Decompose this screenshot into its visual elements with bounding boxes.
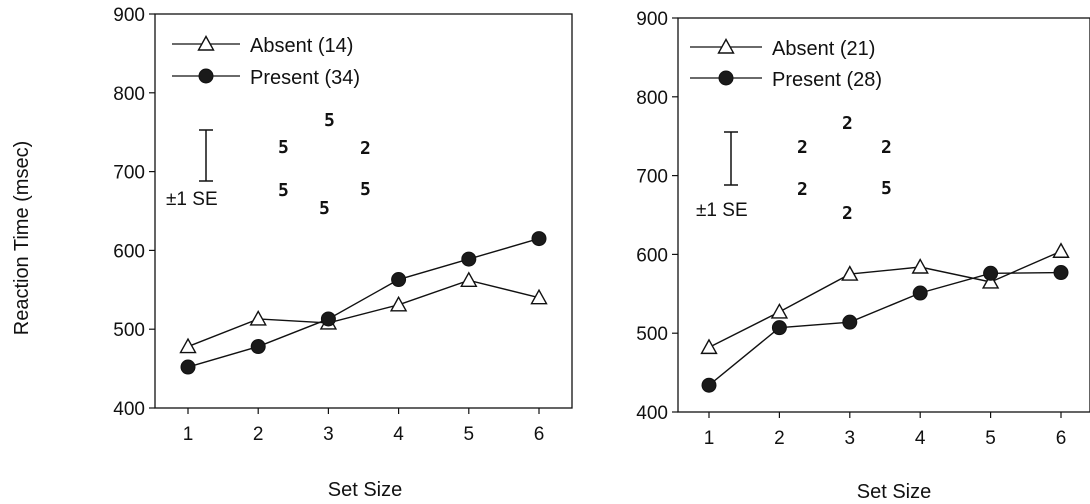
right-stimulus-glyph: 5 <box>881 178 892 199</box>
left-point-absent <box>389 295 408 312</box>
right-stimulus-glyph: 2 <box>797 137 808 158</box>
right-x-axis-title: Set Size <box>857 481 931 503</box>
left-point-present <box>461 251 477 267</box>
right-point-absent <box>841 265 859 281</box>
right-point-present <box>701 377 717 393</box>
right-legend-marker-present <box>718 70 734 86</box>
right-point-present <box>771 320 787 336</box>
left-se-label: ±1 SE <box>166 189 218 210</box>
left-x-tick-label: 5 <box>464 424 475 445</box>
left-stimulus-display: 5 5 5 2 5 5 <box>278 110 371 219</box>
left-legend-label-absent: Absent (14) <box>250 35 353 57</box>
left-point-absent <box>530 288 548 305</box>
right-y-tick-label: 400 <box>636 403 668 424</box>
right-y-tick-label: 800 <box>636 88 668 109</box>
left-series-line-present <box>187 237 540 368</box>
left-point-present <box>320 311 336 327</box>
right-legend-label-absent: Absent (21) <box>772 38 875 60</box>
right-series-line-absent <box>708 250 1062 349</box>
right-y-tick-label: 700 <box>636 167 668 188</box>
left-x-tick-label: 3 <box>323 424 334 445</box>
left-point-absent <box>179 337 197 354</box>
right-point-absent <box>911 258 929 274</box>
right-y-tick-label: 500 <box>636 324 668 345</box>
left-point-absent <box>460 271 478 288</box>
right-stimulus-glyph: 2 <box>797 179 808 200</box>
left-plot-frame <box>154 13 573 409</box>
right-x-tick-label: 4 <box>915 428 926 449</box>
right-x-tick-label: 3 <box>845 428 856 449</box>
right-stimulus-glyph: 2 <box>881 137 892 158</box>
left-x-tick-label: 4 <box>393 424 404 445</box>
right-se-label: ±1 SE <box>696 200 748 221</box>
left-point-present <box>180 359 196 375</box>
left-legend-label-present: Present (34) <box>250 67 360 89</box>
left-stimulus-glyph: 2 <box>360 138 371 159</box>
left-stimulus-glyph: 5 <box>319 198 330 219</box>
right-x-tick-label: 1 <box>704 428 715 449</box>
left-y-tick-label: 700 <box>113 163 145 184</box>
left-point-present <box>531 231 547 247</box>
right-x-tick-label: 5 <box>985 428 996 449</box>
right-series-line-present <box>708 271 1062 386</box>
right-chart-panel: Set Size Absent (21) Present (28) ±1 SE … <box>636 9 1090 503</box>
left-series-line-absent <box>187 279 540 348</box>
right-x-tick-label: 6 <box>1056 428 1067 449</box>
left-stimulus-glyph: 5 <box>278 180 289 201</box>
right-x-tick-label: 2 <box>774 428 785 449</box>
right-point-absent <box>700 338 718 355</box>
right-point-present <box>983 265 999 281</box>
left-y-tick-label: 500 <box>113 320 145 341</box>
y-axis-title: Reaction Time (msec) <box>11 141 33 336</box>
left-chart-panel: Set Size Absent (14) Present (34) ±1 SE … <box>113 5 573 501</box>
right-legend-marker-absent <box>717 38 735 54</box>
left-y-tick-label: 800 <box>113 84 145 105</box>
left-x-tick-label: 1 <box>183 424 194 445</box>
left-x-tick-label: 2 <box>253 424 264 445</box>
right-plot-frame <box>677 17 1090 413</box>
left-x-tick-label: 6 <box>534 424 545 445</box>
right-point-absent <box>1052 242 1070 258</box>
left-x-axis-title: Set Size <box>328 479 402 501</box>
left-y-tick-label: 600 <box>113 241 145 262</box>
left-stimulus-glyph: 5 <box>360 179 371 200</box>
left-point-present <box>250 339 266 355</box>
right-stimulus-display: 2 2 2 2 5 2 <box>797 113 892 224</box>
left-point-absent <box>249 310 267 326</box>
left-stimulus-glyph: 5 <box>324 110 335 131</box>
right-point-present <box>912 285 928 301</box>
right-y-tick-label: 600 <box>636 245 668 266</box>
right-point-present <box>1053 265 1069 281</box>
right-point-present <box>842 314 858 330</box>
left-legend-marker-absent <box>197 35 215 51</box>
right-point-absent <box>981 273 1000 289</box>
right-legend-label-present: Present (28) <box>772 69 882 91</box>
left-point-present <box>391 272 407 288</box>
left-stimulus-glyph: 5 <box>278 137 289 158</box>
right-point-absent <box>770 302 789 319</box>
left-y-tick-label: 400 <box>113 399 145 420</box>
left-y-tick-label: 900 <box>113 5 145 26</box>
right-stimulus-glyph: 2 <box>842 203 853 224</box>
right-y-tick-label: 900 <box>636 9 668 30</box>
right-stimulus-glyph: 2 <box>842 113 853 134</box>
left-legend-marker-present <box>198 68 214 84</box>
